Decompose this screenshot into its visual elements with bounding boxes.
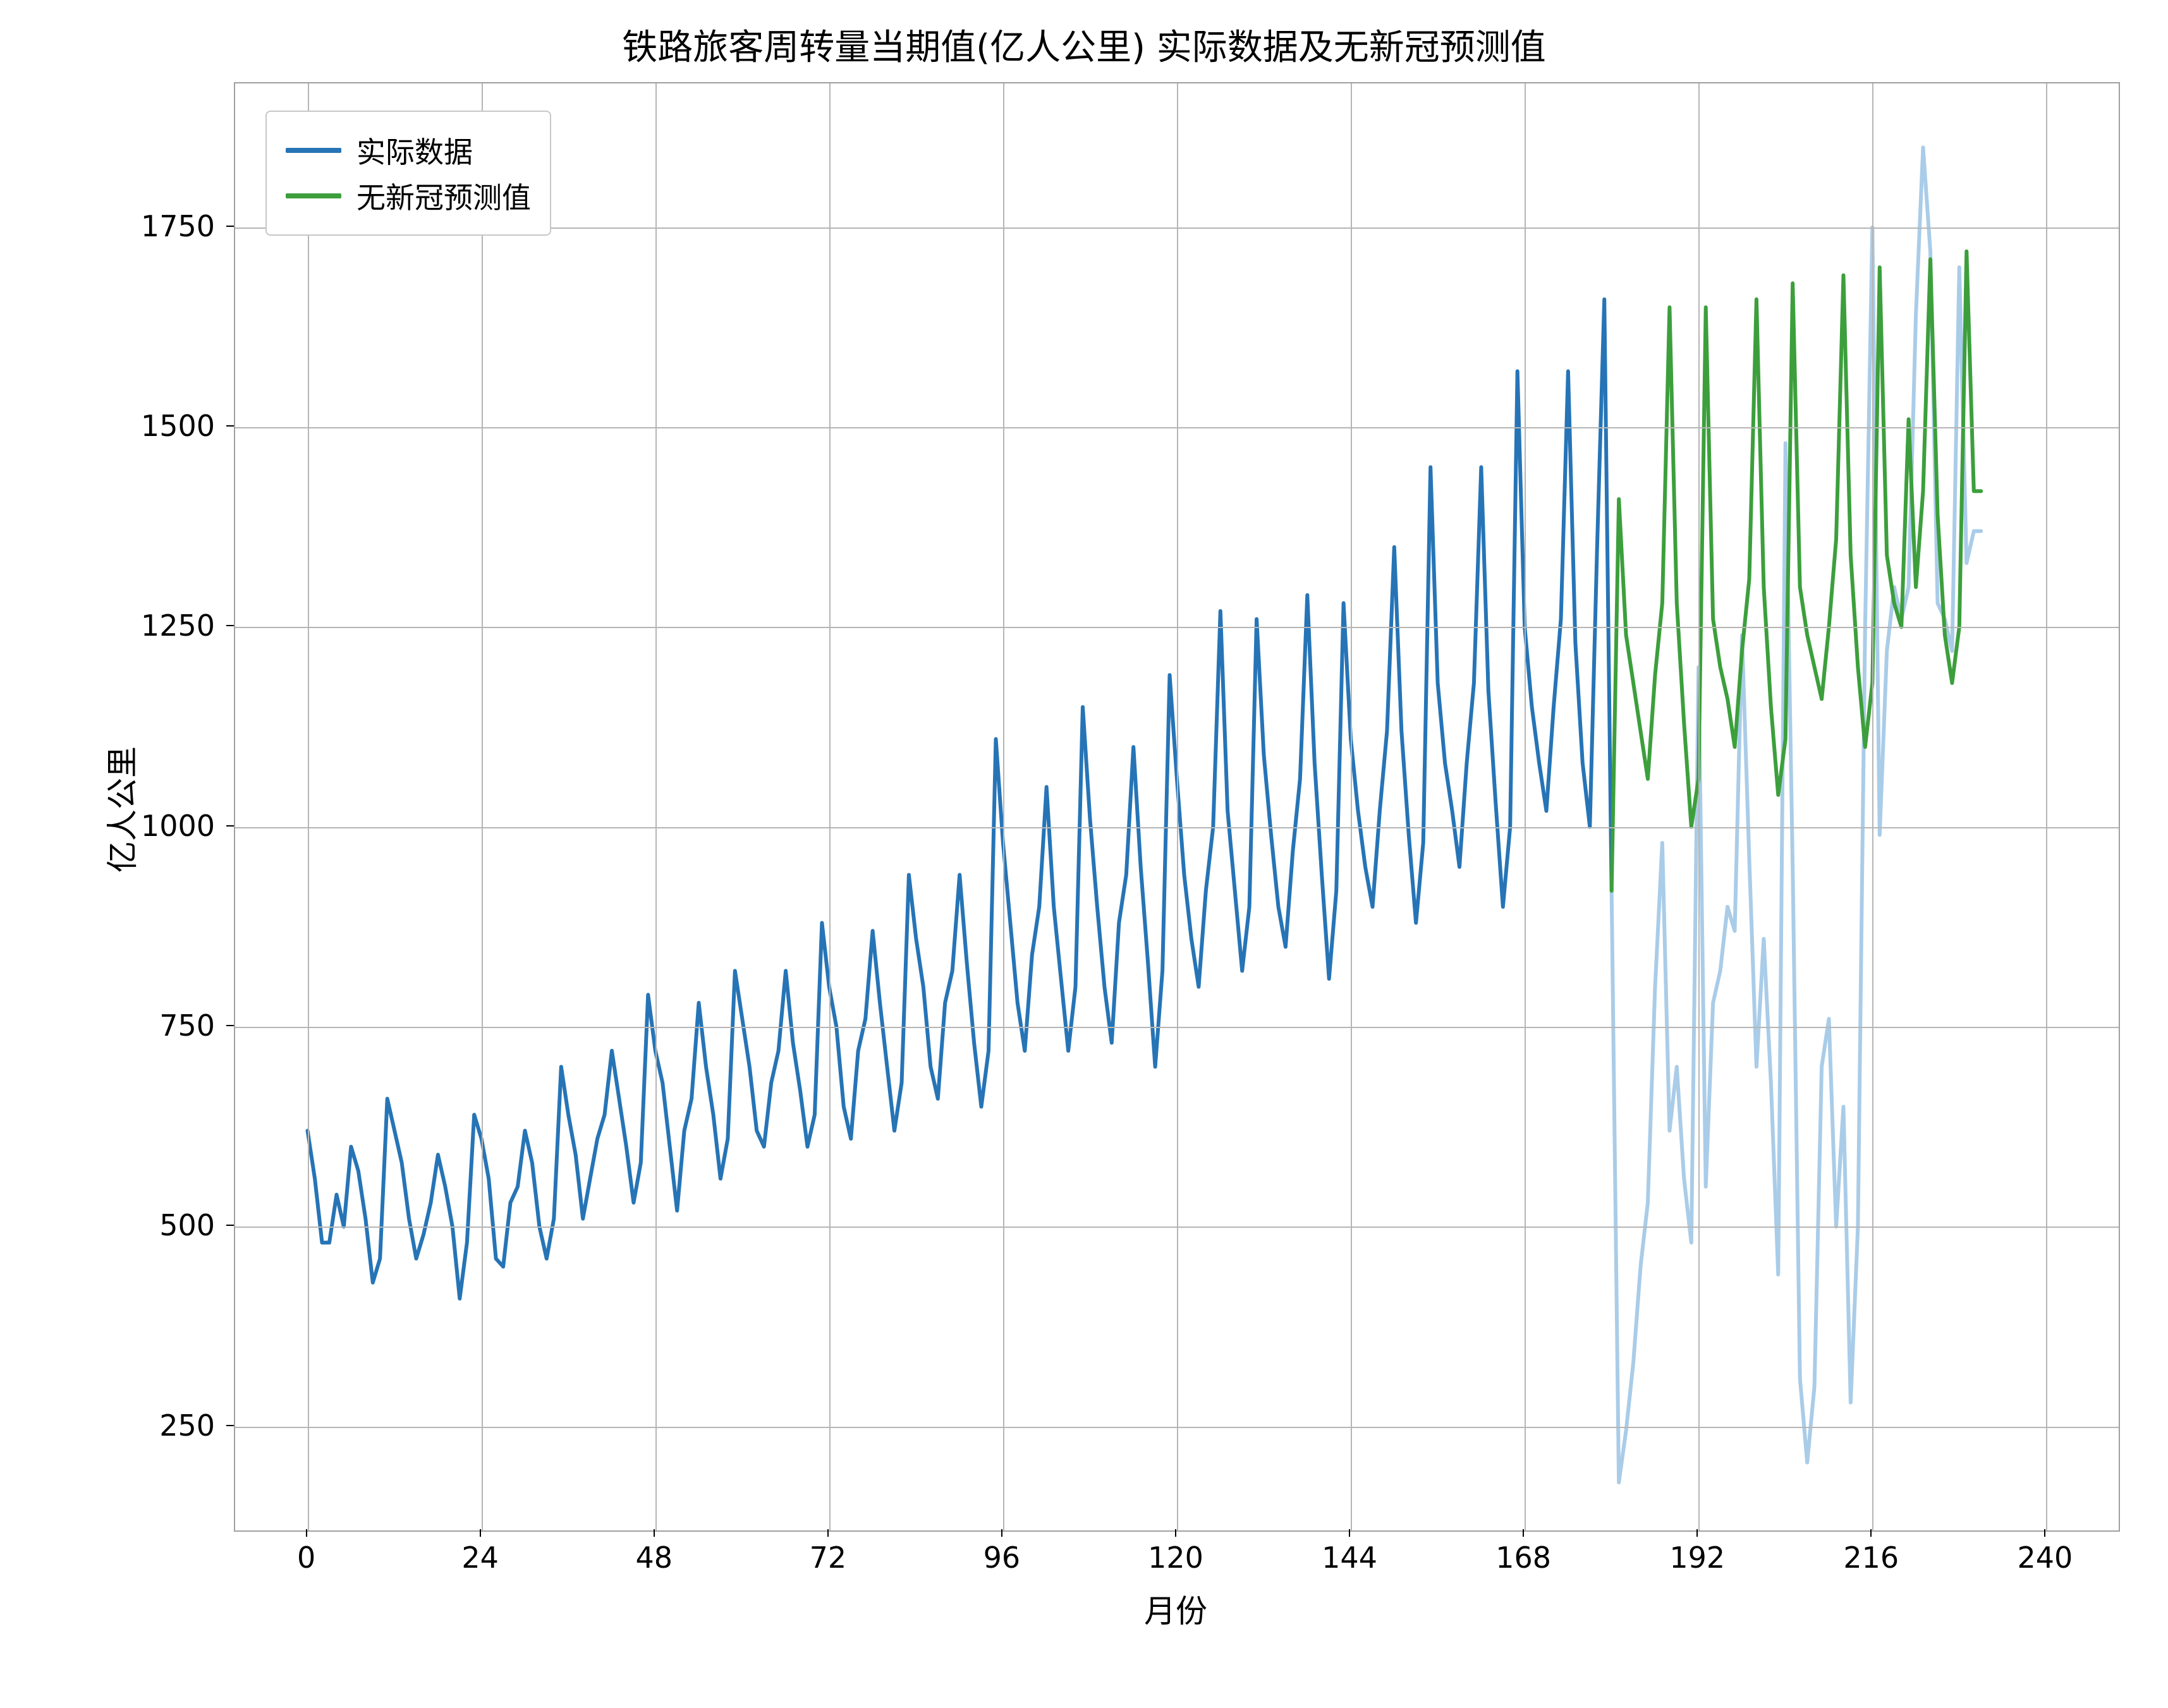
x-tick-label: 192 <box>1669 1541 1725 1575</box>
legend-item: 实际数据 <box>286 130 531 171</box>
grid-line-vertical <box>1177 83 1178 1530</box>
series-forecast <box>1612 251 1982 891</box>
grid-line-horizontal <box>235 627 2119 628</box>
y-axis-label: 亿人公里 <box>97 746 143 873</box>
legend-label: 实际数据 <box>356 130 473 171</box>
y-tick-mark <box>226 1225 234 1226</box>
grid-line-vertical <box>1003 83 1004 1530</box>
grid-line-horizontal <box>235 1226 2119 1228</box>
chart-title: 铁路旅客周转量当期值(亿人公里) 实际数据及无新冠预测值 <box>0 19 2168 70</box>
x-tick-mark <box>1696 1529 1698 1537</box>
x-tick-mark <box>1523 1529 1524 1537</box>
x-tick-label: 168 <box>1495 1541 1551 1575</box>
grid-line-vertical <box>482 83 483 1530</box>
legend-item: 无新冠预测值 <box>286 175 531 217</box>
y-tick-mark <box>226 1025 234 1026</box>
x-tick-label: 240 <box>2017 1541 2073 1575</box>
x-tick-label: 96 <box>984 1541 1021 1575</box>
grid-line-horizontal <box>235 427 2119 428</box>
x-tick-mark <box>1349 1529 1350 1537</box>
y-tick-label: 750 <box>139 1008 215 1043</box>
grid-line-horizontal <box>235 827 2119 828</box>
y-tick-label: 500 <box>139 1208 215 1242</box>
y-tick-label: 1000 <box>139 809 215 843</box>
x-tick-mark <box>1175 1529 1176 1537</box>
x-tick-mark <box>480 1529 481 1537</box>
x-tick-label: 24 <box>461 1541 499 1575</box>
grid-line-vertical <box>655 83 657 1530</box>
grid-line-vertical <box>829 83 831 1530</box>
x-tick-label: 120 <box>1148 1541 1203 1575</box>
x-tick-label: 48 <box>635 1541 673 1575</box>
x-axis-label: 月份 <box>1144 1586 1207 1632</box>
y-tick-label: 1750 <box>139 209 215 243</box>
y-tick-label: 250 <box>139 1408 215 1443</box>
x-tick-label: 216 <box>1843 1541 1899 1575</box>
grid-line-vertical <box>1698 83 1700 1530</box>
x-tick-label: 72 <box>810 1541 847 1575</box>
grid-line-vertical <box>1525 83 1526 1530</box>
x-tick-mark <box>2044 1529 2045 1537</box>
series-actual_pre <box>308 300 1612 1299</box>
grid-line-horizontal <box>235 1427 2119 1428</box>
x-tick-label: 0 <box>297 1541 315 1575</box>
y-tick-mark <box>226 425 234 427</box>
grid-line-vertical <box>1872 83 1873 1530</box>
y-tick-mark <box>226 1425 234 1426</box>
y-tick-label: 1250 <box>139 609 215 643</box>
x-tick-label: 144 <box>1322 1541 1377 1575</box>
chart-container: 铁路旅客周转量当期值(亿人公里) 实际数据及无新冠预测值 月份 亿人公里 实际数… <box>0 0 2168 1708</box>
grid-line-vertical <box>2046 83 2047 1530</box>
y-tick-mark <box>226 226 234 227</box>
grid-line-vertical <box>308 83 309 1530</box>
legend: 实际数据无新冠预测值 <box>265 111 551 236</box>
x-tick-mark <box>1001 1529 1002 1537</box>
y-tick-mark <box>226 625 234 626</box>
grid-line-horizontal <box>235 1027 2119 1028</box>
x-tick-mark <box>306 1529 307 1537</box>
legend-label: 无新冠预测值 <box>356 175 531 217</box>
x-tick-mark <box>654 1529 655 1537</box>
plot-area <box>234 82 2120 1532</box>
y-tick-label: 1500 <box>139 409 215 443</box>
x-tick-mark <box>1870 1529 1872 1537</box>
y-tick-mark <box>226 825 234 827</box>
grid-line-vertical <box>1351 83 1352 1530</box>
legend-swatch <box>286 148 341 153</box>
x-tick-mark <box>827 1529 829 1537</box>
legend-swatch <box>286 193 341 198</box>
